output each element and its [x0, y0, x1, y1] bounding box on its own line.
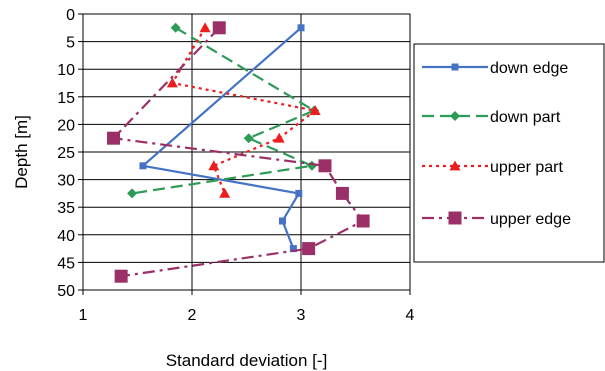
legend-item: upper part	[422, 159, 563, 176]
data-point-marker	[318, 159, 332, 173]
legend: down edge down part upper part upper edge	[413, 43, 605, 263]
y-tick-label: 5	[66, 35, 75, 52]
data-point-marker	[114, 269, 128, 283]
data-point-marker	[295, 189, 303, 197]
data-point-marker	[451, 63, 459, 71]
x-tick-label: 3	[297, 307, 306, 324]
data-point-marker	[297, 24, 305, 32]
data-point-marker	[309, 105, 321, 115]
series-layer	[107, 21, 370, 283]
legend-item: upper edge	[422, 211, 571, 228]
data-point-marker	[289, 245, 297, 253]
grid-layer	[82, 13, 411, 291]
y-tick-label: 45	[57, 255, 75, 272]
legend-label: down edge	[490, 60, 568, 77]
data-point-marker	[278, 217, 286, 225]
x-tick-label: 4	[406, 307, 415, 324]
data-point-marker	[208, 160, 220, 171]
data-point-marker	[212, 21, 226, 35]
legend-items: down edge down part upper part upper edge	[422, 60, 571, 228]
y-tick-label: 15	[57, 90, 75, 107]
y-tick-label: 35	[57, 200, 75, 217]
x-tick-label: 2	[188, 307, 197, 324]
y-tick-label: 0	[66, 7, 75, 24]
data-point-marker	[356, 214, 370, 228]
series-upper-part	[166, 22, 321, 198]
series-upper-edge	[107, 21, 370, 283]
legend-label: down part	[490, 109, 561, 126]
x-axis-label: Standard deviation [-]	[166, 351, 328, 370]
data-point-marker	[449, 160, 461, 171]
data-point-marker	[335, 186, 349, 200]
legend-item: down part	[422, 109, 561, 126]
legend-label: upper part	[490, 159, 563, 176]
data-point-marker	[450, 111, 460, 121]
data-point-marker	[306, 160, 317, 171]
plot-frame	[82, 13, 411, 291]
data-point-marker	[302, 242, 316, 256]
series-line	[171, 27, 317, 194]
data-point-marker	[273, 132, 285, 143]
x-tick-label: 1	[79, 307, 88, 324]
data-point-marker	[219, 187, 231, 198]
data-point-marker	[139, 162, 147, 170]
series-down-part	[127, 22, 320, 199]
y-tick-label: 50	[57, 283, 75, 300]
tick-layer: 0 5 10 15 20 25 30 35 40 45 501 2 3 4	[57, 7, 414, 324]
data-point-marker	[170, 22, 181, 33]
y-axis-label: Depth [m]	[12, 115, 31, 189]
y-tick-label: 10	[57, 62, 75, 79]
data-point-marker	[199, 22, 211, 33]
series-down-edge	[139, 24, 305, 253]
data-point-marker	[166, 77, 178, 88]
legend-item: down edge	[422, 60, 568, 77]
y-tick-label: 20	[57, 117, 75, 134]
legend-label: upper edge	[490, 211, 571, 228]
data-point-marker	[127, 188, 138, 199]
legend-box	[413, 43, 605, 263]
series-line	[131, 26, 316, 195]
data-point-marker	[448, 211, 462, 225]
y-tick-label: 25	[57, 145, 75, 162]
data-point-marker	[243, 133, 254, 144]
y-tick-label: 30	[57, 173, 75, 190]
y-tick-label: 40	[57, 228, 75, 245]
data-point-marker	[107, 131, 121, 145]
